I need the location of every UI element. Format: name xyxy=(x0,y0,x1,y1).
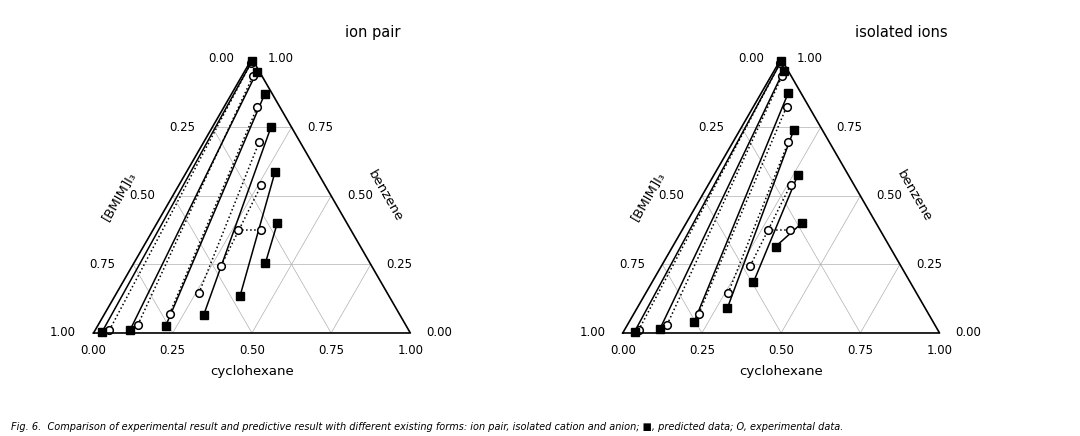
Text: 0.50: 0.50 xyxy=(347,189,373,202)
Text: 0.00: 0.00 xyxy=(738,52,764,65)
Text: 0.00: 0.00 xyxy=(956,327,982,340)
Text: 1.00: 1.00 xyxy=(50,327,76,340)
Text: 0.25: 0.25 xyxy=(168,121,194,134)
Text: 0.25: 0.25 xyxy=(689,344,715,357)
Text: 0.75: 0.75 xyxy=(319,344,345,357)
Text: 0.75: 0.75 xyxy=(308,121,334,134)
Text: 0.75: 0.75 xyxy=(837,121,863,134)
Text: 0.00: 0.00 xyxy=(208,52,234,65)
Text: 1.00: 1.00 xyxy=(397,344,423,357)
Text: 0.00: 0.00 xyxy=(81,344,107,357)
Text: 0.50: 0.50 xyxy=(239,344,265,357)
Text: 0.25: 0.25 xyxy=(387,258,413,271)
Text: 0.75: 0.75 xyxy=(619,258,645,271)
Text: 0.00: 0.00 xyxy=(610,344,636,357)
Text: 0.75: 0.75 xyxy=(848,344,874,357)
Text: [BMIM]I₃: [BMIM]I₃ xyxy=(99,169,138,223)
Text: 1.00: 1.00 xyxy=(797,52,823,65)
Text: 0.50: 0.50 xyxy=(130,189,156,202)
Text: benzene: benzene xyxy=(894,168,934,224)
Text: Fig. 6.  Comparison of experimental result and predictive result with different : Fig. 6. Comparison of experimental resul… xyxy=(11,422,843,432)
Text: isolated ions: isolated ions xyxy=(855,24,948,40)
Text: 0.25: 0.25 xyxy=(160,344,186,357)
Text: 1.00: 1.00 xyxy=(579,327,605,340)
Text: [BMIM]I₃: [BMIM]I₃ xyxy=(629,169,667,223)
Text: 0.50: 0.50 xyxy=(876,189,902,202)
Text: cyclohexane: cyclohexane xyxy=(210,364,294,378)
Text: benzene: benzene xyxy=(365,168,405,224)
Text: 0.25: 0.25 xyxy=(698,121,724,134)
Text: 1.00: 1.00 xyxy=(268,52,294,65)
Text: 0.50: 0.50 xyxy=(659,189,685,202)
Text: 0.00: 0.00 xyxy=(427,327,453,340)
Text: ion pair: ion pair xyxy=(345,24,400,40)
Text: 0.25: 0.25 xyxy=(916,258,942,271)
Text: cyclohexane: cyclohexane xyxy=(739,364,823,378)
Text: 0.75: 0.75 xyxy=(90,258,116,271)
Text: 0.50: 0.50 xyxy=(768,344,794,357)
Text: 1.00: 1.00 xyxy=(927,344,953,357)
